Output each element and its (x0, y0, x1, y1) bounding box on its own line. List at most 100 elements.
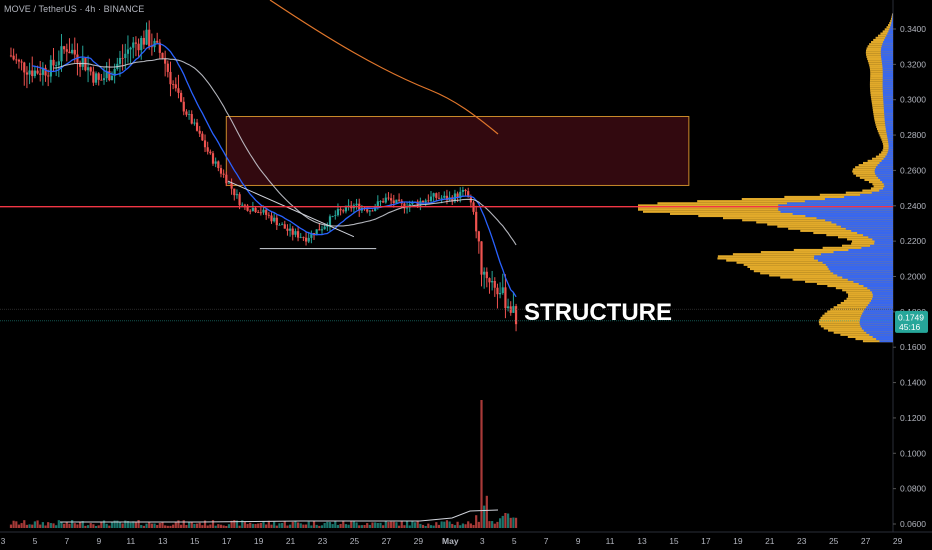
candle-body (342, 210, 345, 212)
profile-bar-up (869, 85, 893, 88)
volume-bar (235, 520, 239, 528)
candle-body (201, 133, 204, 141)
profile-bar-up (852, 168, 893, 171)
candle-body (506, 306, 510, 309)
candle-body (68, 51, 71, 54)
candle-body (496, 287, 499, 295)
profile-bar-down (882, 94, 893, 97)
candle-body (323, 226, 326, 230)
candle-body (140, 37, 143, 51)
candle-body (257, 212, 260, 213)
volume-bar (47, 522, 50, 528)
profile-bar-down (827, 265, 893, 268)
candle-body (100, 79, 103, 81)
time-tick-label: 7 (65, 536, 70, 546)
symbol-header[interactable]: MOVE / TetherUS · 4h · BINANCE (4, 4, 145, 14)
profile-bar-up (852, 240, 893, 243)
volume-bar (219, 524, 223, 528)
candle-body (387, 197, 390, 199)
profile-bar-down (881, 47, 893, 50)
candle-body (427, 200, 430, 202)
profile-bar-down (867, 287, 893, 290)
profile-bar-down (862, 312, 893, 315)
volume-bar (307, 521, 310, 528)
volume-bar (49, 523, 52, 528)
profile-bar-down (872, 293, 893, 296)
profile-bar-down (882, 87, 893, 90)
candle-body (187, 114, 191, 115)
profile-bar-down (866, 331, 893, 334)
profile-bar-down (859, 318, 893, 322)
volume-bar (283, 521, 286, 528)
profile-bar-up (753, 270, 893, 273)
volume-bar (320, 525, 324, 528)
volume-bar (456, 521, 459, 528)
profile-bar-down (883, 106, 893, 109)
volume-bar (134, 521, 138, 528)
profile-bar-up (835, 287, 893, 290)
volume-bar (299, 523, 302, 528)
volume-bar (411, 521, 414, 528)
time-tick-label: 15 (669, 536, 679, 546)
volume-bar (514, 517, 518, 528)
candle-body (182, 101, 185, 112)
volume-bar (92, 524, 95, 528)
profile-bar-up (884, 28, 893, 31)
profile-bar-down (860, 193, 893, 196)
profile-bar-down (778, 206, 893, 209)
profile-bar-up (858, 164, 893, 167)
profile-bar-down (871, 191, 893, 194)
candle-body (254, 207, 257, 213)
candle-body (241, 204, 244, 206)
profile-bar-up (840, 301, 893, 305)
price-tick-label: 0.2600 (900, 165, 926, 175)
volume-bar (477, 521, 480, 528)
time-tick-label: 27 (861, 536, 871, 546)
volume-bar (286, 525, 289, 528)
candle-body (71, 49, 74, 54)
profile-bar-down (851, 229, 893, 232)
time-tick-label: 9 (576, 536, 581, 546)
candle-body (270, 215, 273, 222)
profile-bar-up (870, 79, 893, 82)
time-tick-label: 13 (637, 536, 647, 546)
profile-bar-down (887, 32, 893, 35)
price-tick-label: 0.2000 (900, 272, 926, 282)
volume-bar (102, 520, 106, 528)
candle-body (392, 200, 395, 204)
volume-bar (164, 525, 167, 528)
candle-body (366, 209, 369, 212)
volume-bar (142, 525, 145, 528)
volume-bar (304, 524, 308, 528)
time-axis[interactable]: 3 5 7 9 11 13 15 17 19 21 23 25 27 29 May 3 5 7 9 11 13 15 17 1… (1, 536, 903, 546)
time-tick-label: 5 (33, 536, 38, 546)
volume-bar (71, 520, 74, 528)
volume-bar (379, 522, 382, 528)
price-tick-label: 0.0800 (900, 484, 926, 494)
time-tick-label: 5 (512, 536, 517, 546)
profile-bar-up (760, 251, 893, 254)
volume-bar (73, 523, 76, 528)
profile-bar-down (888, 140, 893, 143)
candle-body (483, 271, 486, 275)
profile-bar-up (742, 219, 893, 222)
volume-bar (84, 525, 87, 528)
profile-bar-down (879, 161, 893, 165)
profile-bar-up (878, 132, 893, 135)
profile-bar-up (875, 155, 893, 158)
profile-bar-down (860, 316, 893, 319)
candle-body (299, 237, 302, 238)
candle-body (41, 67, 44, 75)
profile-bar-up (855, 166, 893, 169)
volume-bar (145, 523, 148, 528)
volume-bar (302, 524, 305, 528)
volume-bar (374, 522, 377, 528)
profile-bar-up (869, 66, 893, 69)
profile-bar-up (837, 236, 893, 239)
time-tick-label: 29 (414, 536, 424, 546)
profile-bar-down (879, 340, 893, 343)
candle-body (25, 72, 29, 75)
price-axis[interactable]: 0.3400 0.3200 0.3000 0.2800 0.2600 0.2400 0.22… (893, 24, 928, 529)
profile-bar-down (836, 223, 893, 226)
